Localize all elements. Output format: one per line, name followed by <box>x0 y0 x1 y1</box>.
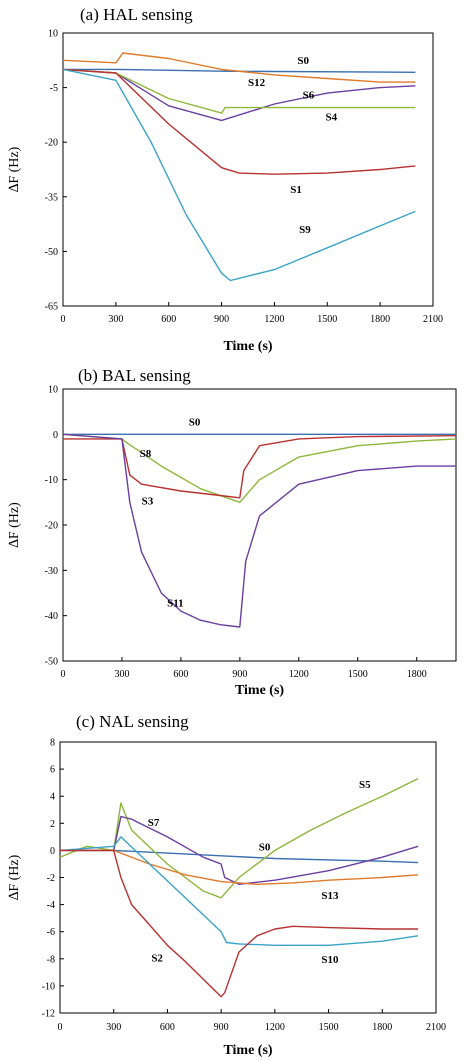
x-tick-label: 1500 <box>348 669 368 680</box>
x-tick-label: 1200 <box>289 669 309 680</box>
plot-frame <box>62 32 434 307</box>
series-label-s4: S4 <box>326 111 338 123</box>
x-tick-label: 1500 <box>319 1022 339 1033</box>
x-tick-label: 300 <box>106 1022 121 1033</box>
series-line-s7 <box>60 815 419 885</box>
series-line-s6 <box>62 68 416 122</box>
y-tick-label: 0 <box>53 430 58 441</box>
series-label-s9: S9 <box>299 224 311 236</box>
series-line-s8 <box>62 433 457 503</box>
series-line-s0 <box>60 849 419 864</box>
series-label-s3: S3 <box>142 496 154 508</box>
x-tick-label: 1200 <box>265 1022 285 1033</box>
y-tick-label: -50 <box>45 657 58 668</box>
y-tick-label: -8 <box>47 954 55 965</box>
y-tick-label: -4 <box>47 900 55 911</box>
y-tick-label: 4 <box>50 792 55 803</box>
x-axis-label: Time (s) <box>223 1043 272 1058</box>
y-tick-label: -65 <box>45 302 58 313</box>
y-axis-label: ∆F (Hz) <box>7 854 22 900</box>
y-tick-label: -10 <box>42 981 55 992</box>
x-tick-label: 0 <box>61 669 66 680</box>
series-line-s11 <box>62 433 456 628</box>
series-label-s0: S0 <box>189 416 201 428</box>
y-tick-label: -12 <box>42 1009 55 1020</box>
x-tick-label: 2100 <box>426 1022 446 1033</box>
series-label-s13: S13 <box>321 890 339 902</box>
series-line-s1 <box>62 68 416 175</box>
x-tick-label: 600 <box>160 1022 175 1033</box>
series-label-s6: S6 <box>303 90 315 102</box>
series-label-s12: S12 <box>248 77 266 89</box>
series-line-s3 <box>63 435 457 499</box>
x-tick-label: 300 <box>114 669 129 680</box>
series-label-s0: S0 <box>297 55 309 67</box>
y-axis-label: ∆F (Hz) <box>7 502 22 548</box>
plot-frame <box>62 388 457 662</box>
x-tick-label: 1800 <box>372 1022 392 1033</box>
x-axis-label: Time (s) <box>223 339 272 354</box>
series-line-s4 <box>62 68 416 114</box>
x-tick-label: 900 <box>214 314 229 325</box>
series-line-s10 <box>59 836 419 946</box>
y-tick-label: -10 <box>45 475 58 486</box>
series-line-s9 <box>62 68 416 282</box>
y-tick-label: 10 <box>48 29 58 40</box>
y-tick-label: -5 <box>50 83 58 94</box>
y-tick-label: 10 <box>48 385 58 396</box>
y-tick-label: -20 <box>45 138 58 149</box>
y-tick-label: -6 <box>47 927 55 938</box>
x-tick-label: 2100 <box>423 314 443 325</box>
x-tick-label: 1800 <box>407 669 427 680</box>
x-axis-label: Time (s) <box>235 683 284 698</box>
x-tick-label: 1200 <box>264 314 284 325</box>
y-tick-label: -2 <box>47 873 55 884</box>
y-tick-label: -50 <box>45 247 58 258</box>
x-tick-label: 600 <box>173 669 188 680</box>
x-tick-label: 300 <box>108 314 123 325</box>
y-tick-label: -40 <box>45 611 58 622</box>
x-tick-label: 1800 <box>370 314 390 325</box>
series-label-s5: S5 <box>359 779 371 791</box>
series-label-s0: S0 <box>259 841 271 853</box>
series-label-s2: S2 <box>151 953 163 965</box>
x-tick-label: 0 <box>58 1022 63 1033</box>
chart-title: (b) BAL sensing <box>78 366 191 385</box>
chart-title: (c) NAL sensing <box>76 712 189 731</box>
series-label-s11: S11 <box>167 598 184 610</box>
y-tick-label: -20 <box>45 521 58 532</box>
x-tick-label: 600 <box>161 314 176 325</box>
series-line-s2 <box>60 849 419 998</box>
series-line-s12 <box>62 52 416 83</box>
series-label-s7: S7 <box>148 817 160 829</box>
y-tick-label: 2 <box>50 819 55 830</box>
series-line-s0 <box>63 68 416 73</box>
x-tick-label: 0 <box>61 314 66 325</box>
x-tick-label: 900 <box>232 669 247 680</box>
x-tick-label: 900 <box>214 1022 229 1033</box>
y-tick-label: 0 <box>50 846 55 857</box>
x-tick-label: 1500 <box>317 314 337 325</box>
y-tick-label: 8 <box>50 738 55 749</box>
series-line-s5 <box>59 777 419 899</box>
series-label-s1: S1 <box>290 184 302 196</box>
y-tick-label: -30 <box>45 566 58 577</box>
series-label-s8: S8 <box>140 448 152 460</box>
chart-title: (a) HAL sensing <box>80 5 193 24</box>
series-line-s13 <box>60 849 419 885</box>
y-tick-label: -35 <box>45 192 58 203</box>
y-axis-label: ∆F (Hz) <box>7 146 22 192</box>
chart-panel-0: (a) HAL sensing 10 -5 -20 -35 -50 -650 300 600 90… <box>7 5 443 354</box>
y-tick-label: 6 <box>50 765 55 776</box>
series-label-s10: S10 <box>321 954 339 966</box>
